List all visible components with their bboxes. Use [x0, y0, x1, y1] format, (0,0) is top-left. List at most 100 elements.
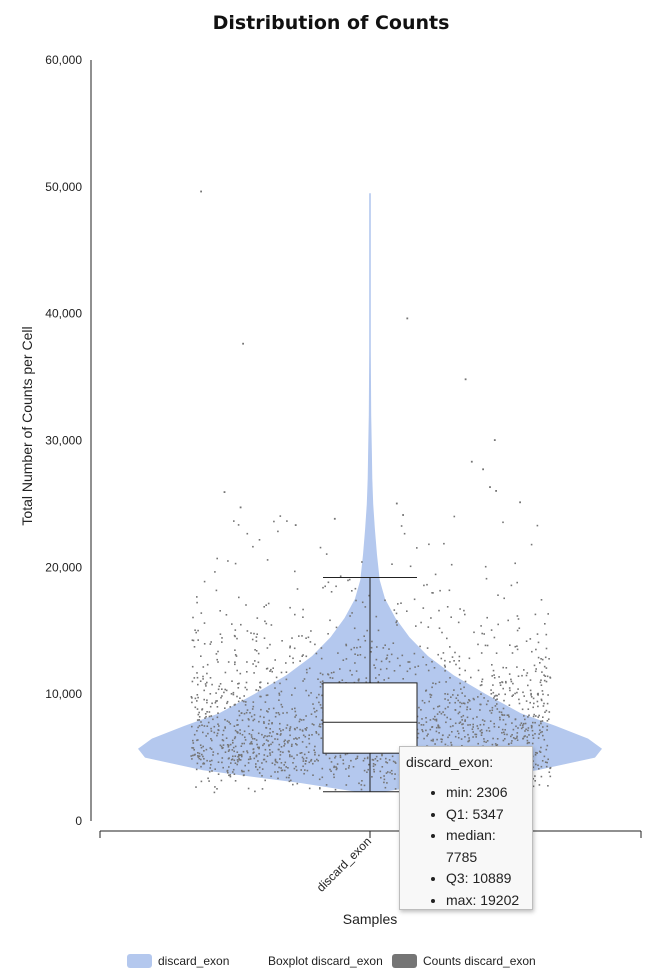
count-point [336, 767, 338, 770]
count-point [375, 755, 378, 758]
count-point [486, 644, 489, 647]
count-point [314, 760, 316, 762]
count-point [446, 637, 448, 640]
count-point [494, 743, 497, 745]
count-point [234, 780, 237, 782]
count-point [317, 759, 319, 762]
count-point [380, 660, 383, 663]
count-point [510, 742, 513, 744]
count-point [200, 765, 202, 768]
count-point [422, 730, 424, 733]
count-point [196, 708, 199, 710]
count-point [196, 762, 199, 765]
count-point [490, 689, 492, 691]
count-point [280, 703, 283, 706]
count-point [384, 644, 386, 646]
count-point [385, 757, 387, 760]
count-point [308, 694, 310, 697]
count-point [364, 656, 366, 659]
count-point [304, 760, 307, 762]
count-point [442, 711, 444, 713]
count-point [207, 732, 209, 735]
count-point [191, 639, 194, 641]
count-point [294, 710, 297, 713]
count-point [460, 688, 462, 690]
count-point [496, 698, 498, 700]
count-point [275, 761, 277, 763]
count-point [244, 704, 247, 706]
count-point [466, 716, 469, 719]
count-point [377, 680, 380, 683]
count-point [281, 640, 283, 642]
count-point [291, 708, 293, 710]
count-point [495, 694, 497, 697]
count-point [389, 771, 391, 774]
count-point [267, 740, 269, 742]
count-point [546, 702, 549, 705]
count-point [209, 643, 212, 645]
count-point [447, 706, 449, 708]
count-point [429, 696, 432, 698]
legend-item-counts[interactable]: Counts discard_exon [392, 954, 536, 968]
count-point [320, 647, 323, 649]
count-point [449, 677, 451, 679]
count-point [530, 694, 532, 696]
count-point [197, 752, 199, 754]
count-point [305, 757, 308, 759]
count-point [302, 760, 305, 762]
count-point [379, 758, 382, 760]
count-point [511, 695, 513, 697]
count-point [522, 724, 524, 726]
count-point [483, 738, 485, 740]
count-point [236, 751, 239, 753]
count-point [379, 770, 382, 773]
count-point [535, 648, 537, 651]
count-point [462, 727, 464, 729]
count-point [206, 699, 208, 701]
count-point [418, 706, 420, 709]
count-point [268, 744, 270, 747]
count-point [540, 679, 542, 681]
count-point [288, 776, 290, 779]
count-point [321, 723, 324, 725]
count-point [200, 721, 202, 723]
count-point [258, 539, 261, 541]
count-point [530, 726, 533, 729]
count-point [252, 663, 254, 665]
count-point [315, 732, 318, 734]
legend-item-violin[interactable]: discard_exon [127, 954, 229, 968]
count-point [274, 715, 277, 718]
count-point [230, 762, 232, 764]
count-point [232, 755, 234, 758]
count-point [247, 718, 250, 720]
count-point [476, 716, 478, 718]
count-point [386, 657, 388, 659]
plot-area[interactable] [138, 190, 602, 794]
count-point [210, 641, 212, 643]
count-point [483, 723, 485, 726]
count-point [259, 695, 261, 698]
count-point [383, 775, 385, 777]
count-point [458, 711, 461, 713]
count-point [437, 726, 440, 729]
count-point [345, 658, 348, 660]
count-point [198, 755, 201, 757]
count-point [546, 744, 549, 747]
count-point [255, 689, 257, 691]
count-point [217, 723, 219, 725]
count-point [438, 726, 441, 729]
count-point [241, 719, 244, 722]
count-point [299, 718, 301, 721]
count-point [309, 641, 312, 643]
count-point [305, 746, 308, 748]
count-point [319, 672, 322, 675]
count-point [304, 728, 307, 730]
legend-item-boxplot[interactable]: Boxplot discard_exon [268, 954, 383, 968]
count-point [262, 758, 265, 761]
count-point [305, 655, 308, 658]
count-point [236, 763, 238, 766]
count-point [228, 749, 231, 751]
count-point [333, 671, 335, 674]
count-point [275, 712, 278, 714]
count-point [450, 741, 452, 744]
